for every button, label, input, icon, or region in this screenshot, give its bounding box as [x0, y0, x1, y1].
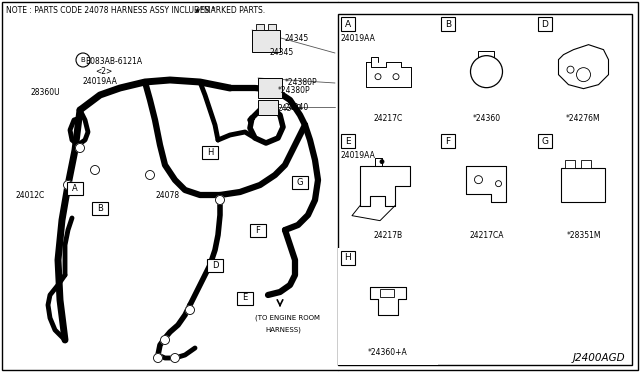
- Text: F: F: [445, 137, 451, 145]
- Circle shape: [216, 196, 225, 205]
- Bar: [92, 202, 108, 215]
- Circle shape: [186, 305, 195, 314]
- Bar: [237, 292, 253, 305]
- Text: (TO ENGINE ROOM: (TO ENGINE ROOM: [255, 315, 320, 321]
- Circle shape: [90, 166, 99, 174]
- Bar: [338, 248, 438, 365]
- Text: B: B: [81, 57, 85, 63]
- Circle shape: [76, 144, 84, 153]
- Ellipse shape: [567, 66, 574, 73]
- Text: *24360: *24360: [472, 114, 500, 123]
- Ellipse shape: [495, 181, 502, 187]
- Ellipse shape: [393, 74, 399, 80]
- Text: 28360U: 28360U: [30, 88, 60, 97]
- Circle shape: [161, 336, 170, 344]
- Polygon shape: [559, 45, 609, 89]
- Bar: [341, 134, 355, 148]
- Ellipse shape: [375, 74, 381, 80]
- Text: G: G: [297, 177, 303, 186]
- Circle shape: [170, 353, 179, 362]
- Bar: [538, 134, 552, 148]
- Text: ★: ★: [194, 6, 201, 15]
- Ellipse shape: [380, 160, 384, 164]
- Text: H: H: [344, 253, 351, 263]
- Text: B: B: [97, 203, 103, 212]
- Text: E: E: [345, 137, 351, 145]
- Bar: [250, 224, 266, 237]
- Text: G: G: [541, 137, 548, 145]
- Text: 24217CA: 24217CA: [469, 231, 504, 240]
- Text: *24380P: *24380P: [278, 86, 310, 94]
- Text: HARNESS): HARNESS): [265, 327, 301, 333]
- Text: <2>: <2>: [95, 67, 112, 76]
- Text: 24019AA: 24019AA: [82, 77, 117, 86]
- Bar: [341, 17, 355, 31]
- Text: 24019AA: 24019AA: [341, 34, 376, 43]
- Bar: [67, 182, 83, 195]
- Text: 24019AA: 24019AA: [341, 151, 376, 160]
- Polygon shape: [12, 58, 335, 362]
- Ellipse shape: [577, 68, 591, 81]
- Bar: [338, 14, 632, 365]
- Text: D: D: [212, 260, 218, 269]
- Text: F: F: [255, 225, 260, 234]
- Text: 24345: 24345: [285, 33, 309, 42]
- Text: 24217B: 24217B: [373, 231, 403, 240]
- Text: *MARKED PARTS.: *MARKED PARTS.: [200, 6, 265, 15]
- Ellipse shape: [474, 176, 483, 184]
- Bar: [202, 145, 218, 158]
- Text: A: A: [345, 19, 351, 29]
- Text: A: A: [72, 183, 78, 192]
- Text: *24360+A: *24360+A: [368, 348, 408, 357]
- Bar: [380, 289, 394, 296]
- Text: 24217C: 24217C: [373, 114, 403, 123]
- Circle shape: [63, 180, 72, 189]
- Text: B083AB-6121A: B083AB-6121A: [85, 57, 142, 66]
- Bar: [561, 168, 605, 202]
- Bar: [341, 251, 355, 265]
- Text: 24012C: 24012C: [15, 190, 44, 199]
- Circle shape: [76, 53, 90, 67]
- Text: D: D: [541, 19, 548, 29]
- Bar: [258, 100, 278, 115]
- Bar: [582, 160, 591, 168]
- Bar: [441, 134, 455, 148]
- Circle shape: [145, 170, 154, 180]
- Bar: [566, 160, 575, 168]
- Text: NOTE : PARTS CODE 24078 HARNESS ASSY INCLUDES *: NOTE : PARTS CODE 24078 HARNESS ASSY INC…: [6, 6, 216, 15]
- Text: 24345: 24345: [270, 48, 294, 57]
- Circle shape: [154, 353, 163, 362]
- Ellipse shape: [470, 56, 502, 88]
- Text: *24276M: *24276M: [566, 114, 601, 123]
- Bar: [256, 24, 264, 30]
- Bar: [258, 78, 282, 98]
- Text: H: H: [207, 148, 213, 157]
- Text: E: E: [243, 294, 248, 302]
- Bar: [292, 176, 308, 189]
- Text: 24340: 24340: [278, 103, 302, 112]
- Text: *24380P: *24380P: [285, 77, 317, 87]
- Text: B: B: [445, 19, 451, 29]
- Bar: [207, 259, 223, 272]
- Bar: [538, 17, 552, 31]
- Bar: [441, 17, 455, 31]
- Bar: [268, 24, 276, 30]
- Text: J2400AGD: J2400AGD: [572, 353, 625, 363]
- Bar: [252, 30, 280, 52]
- Text: 24078: 24078: [155, 190, 179, 199]
- Text: *28351M: *28351M: [566, 231, 601, 240]
- Text: 24340: 24340: [285, 103, 309, 112]
